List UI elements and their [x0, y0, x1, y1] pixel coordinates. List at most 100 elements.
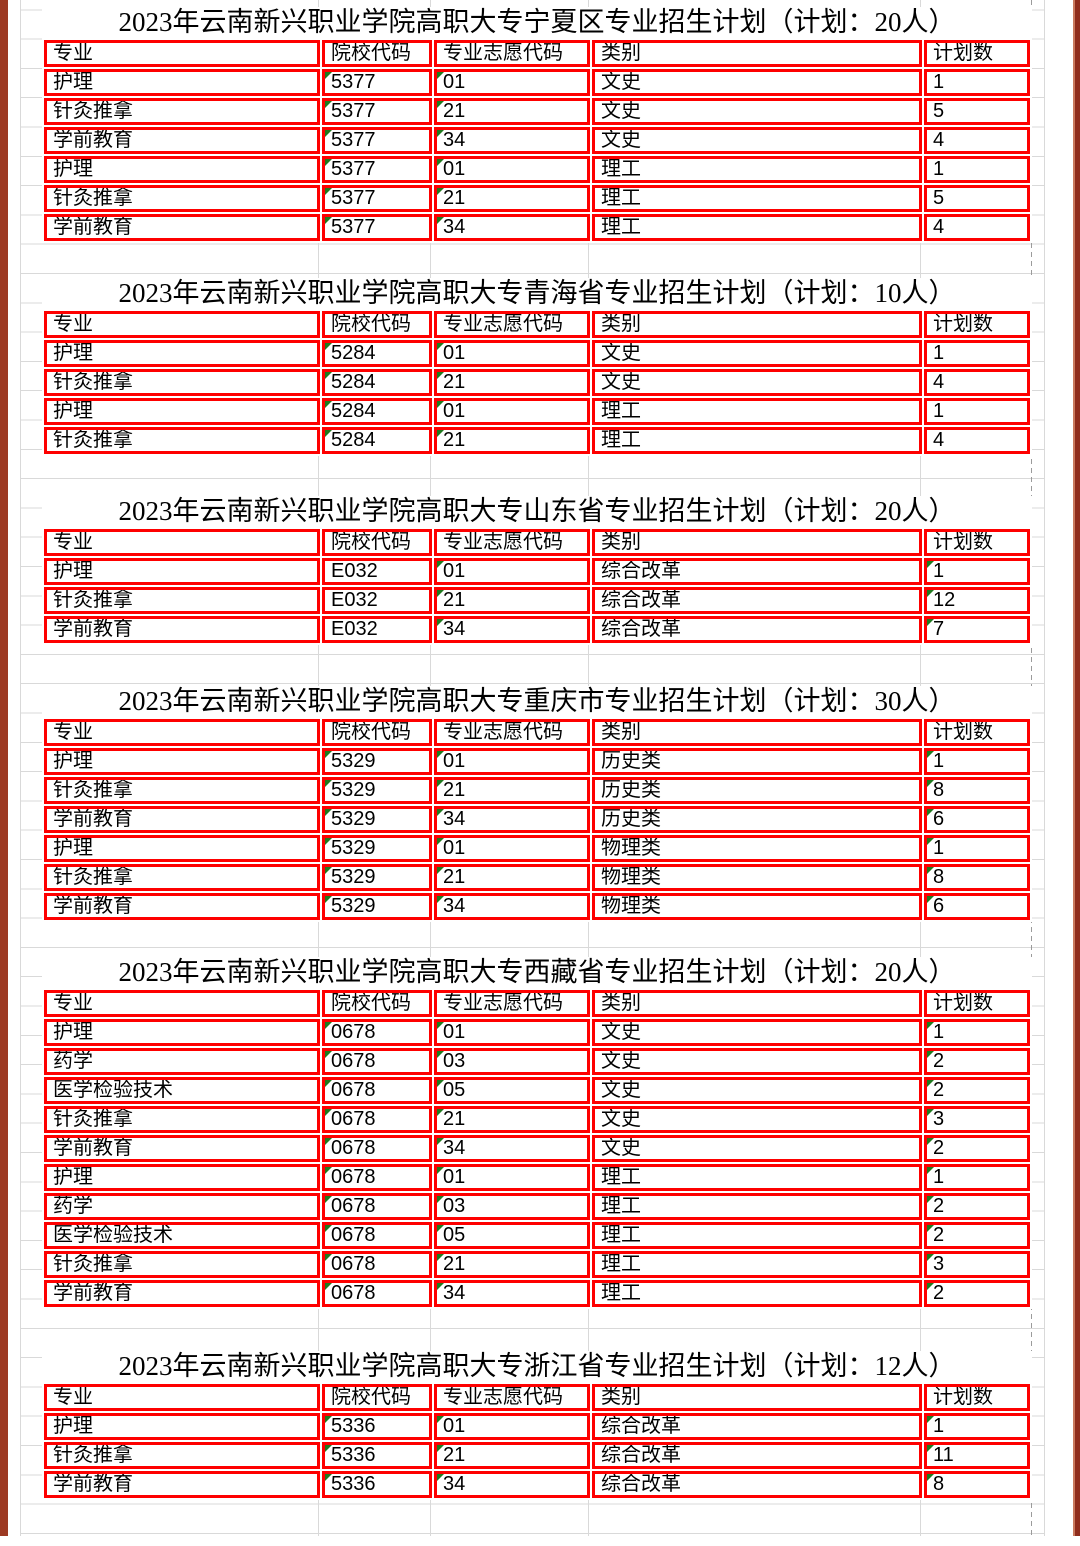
college-code-cell[interactable]: 0678 — [322, 1193, 432, 1220]
column-header[interactable]: 院校代码 — [322, 529, 432, 556]
major-cell[interactable]: 学前教育 — [44, 1471, 320, 1498]
table-title[interactable]: 2023年云南新兴职业学院高职大专青海省专业招生计划（计划：10人） — [42, 278, 1032, 309]
college-code-cell[interactable]: 5284 — [322, 340, 432, 367]
table-title[interactable]: 2023年云南新兴职业学院高职大专西藏省专业招生计划（计划：20人） — [42, 957, 1032, 988]
category-cell[interactable]: 综合改革 — [592, 616, 922, 643]
major-choice-code-cell[interactable]: 34 — [434, 806, 590, 833]
major-choice-code-cell[interactable]: 34 — [434, 1135, 590, 1162]
plan-count-cell[interactable]: 1 — [924, 835, 1030, 862]
plan-count-cell[interactable]: 4 — [924, 369, 1030, 396]
major-cell[interactable]: 学前教育 — [44, 1280, 320, 1307]
column-header[interactable]: 院校代码 — [322, 40, 432, 67]
major-cell[interactable]: 护理 — [44, 835, 320, 862]
column-header[interactable]: 专业 — [44, 311, 320, 338]
column-header[interactable]: 专业 — [44, 719, 320, 746]
major-cell[interactable]: 药学 — [44, 1048, 320, 1075]
major-choice-code-cell[interactable]: 34 — [434, 1280, 590, 1307]
major-cell[interactable]: 学前教育 — [44, 1135, 320, 1162]
college-code-cell[interactable]: 5377 — [322, 156, 432, 183]
plan-count-cell[interactable]: 1 — [924, 340, 1030, 367]
major-choice-code-cell[interactable]: 01 — [434, 69, 590, 96]
major-choice-code-cell[interactable]: 34 — [434, 1471, 590, 1498]
category-cell[interactable]: 历史类 — [592, 806, 922, 833]
college-code-cell[interactable]: E032 — [322, 616, 432, 643]
major-cell[interactable]: 护理 — [44, 558, 320, 585]
major-cell[interactable]: 针灸推拿 — [44, 777, 320, 804]
category-cell[interactable]: 文史 — [592, 1135, 922, 1162]
major-cell[interactable]: 针灸推拿 — [44, 1251, 320, 1278]
category-cell[interactable]: 综合改革 — [592, 558, 922, 585]
major-cell[interactable]: 针灸推拿 — [44, 427, 320, 454]
major-choice-code-cell[interactable]: 01 — [434, 340, 590, 367]
column-header[interactable]: 类别 — [592, 1384, 922, 1411]
plan-count-cell[interactable]: 7 — [924, 616, 1030, 643]
category-cell[interactable]: 历史类 — [592, 777, 922, 804]
plan-count-cell[interactable]: 11 — [924, 1442, 1030, 1469]
column-header[interactable]: 计划数 — [924, 529, 1030, 556]
category-cell[interactable]: 物理类 — [592, 835, 922, 862]
major-choice-code-cell[interactable]: 03 — [434, 1193, 590, 1220]
plan-count-cell[interactable]: 1 — [924, 748, 1030, 775]
plan-count-cell[interactable]: 3 — [924, 1106, 1030, 1133]
column-header[interactable]: 计划数 — [924, 311, 1030, 338]
column-header[interactable]: 院校代码 — [322, 1384, 432, 1411]
major-cell[interactable]: 针灸推拿 — [44, 369, 320, 396]
table-title[interactable]: 2023年云南新兴职业学院高职大专重庆市专业招生计划（计划：30人） — [42, 686, 1032, 717]
major-choice-code-cell[interactable]: 34 — [434, 616, 590, 643]
plan-count-cell[interactable]: 2 — [924, 1280, 1030, 1307]
college-code-cell[interactable]: 5284 — [322, 398, 432, 425]
category-cell[interactable]: 理工 — [592, 1193, 922, 1220]
college-code-cell[interactable]: 5329 — [322, 748, 432, 775]
plan-count-cell[interactable]: 8 — [924, 777, 1030, 804]
category-cell[interactable]: 文史 — [592, 369, 922, 396]
category-cell[interactable]: 理工 — [592, 185, 922, 212]
plan-count-cell[interactable]: 4 — [924, 127, 1030, 154]
category-cell[interactable]: 理工 — [592, 1222, 922, 1249]
major-choice-code-cell[interactable]: 01 — [434, 1164, 590, 1191]
category-cell[interactable]: 历史类 — [592, 748, 922, 775]
major-cell[interactable]: 学前教育 — [44, 806, 320, 833]
major-choice-code-cell[interactable]: 21 — [434, 587, 590, 614]
major-cell[interactable]: 学前教育 — [44, 616, 320, 643]
plan-count-cell[interactable]: 2 — [924, 1048, 1030, 1075]
college-code-cell[interactable]: 5377 — [322, 214, 432, 241]
major-choice-code-cell[interactable]: 21 — [434, 185, 590, 212]
major-cell[interactable]: 护理 — [44, 1164, 320, 1191]
plan-count-cell[interactable]: 2 — [924, 1222, 1030, 1249]
column-header[interactable]: 专业志愿代码 — [434, 990, 590, 1017]
plan-count-cell[interactable]: 2 — [924, 1135, 1030, 1162]
column-header[interactable]: 计划数 — [924, 40, 1030, 67]
category-cell[interactable]: 理工 — [592, 1164, 922, 1191]
major-cell[interactable]: 护理 — [44, 748, 320, 775]
column-header[interactable]: 类别 — [592, 719, 922, 746]
plan-count-cell[interactable]: 8 — [924, 864, 1030, 891]
column-header[interactable]: 专业 — [44, 529, 320, 556]
college-code-cell[interactable]: 0678 — [322, 1048, 432, 1075]
category-cell[interactable]: 理工 — [592, 427, 922, 454]
major-choice-code-cell[interactable]: 01 — [434, 558, 590, 585]
major-choice-code-cell[interactable]: 05 — [434, 1222, 590, 1249]
column-header[interactable]: 专业志愿代码 — [434, 719, 590, 746]
major-choice-code-cell[interactable]: 21 — [434, 1251, 590, 1278]
table-title[interactable]: 2023年云南新兴职业学院高职大专浙江省专业招生计划（计划：12人） — [42, 1351, 1032, 1382]
major-choice-code-cell[interactable]: 03 — [434, 1048, 590, 1075]
college-code-cell[interactable]: E032 — [322, 558, 432, 585]
major-cell[interactable]: 医学检验技术 — [44, 1077, 320, 1104]
plan-count-cell[interactable]: 4 — [924, 427, 1030, 454]
college-code-cell[interactable]: 5377 — [322, 185, 432, 212]
major-cell[interactable]: 药学 — [44, 1193, 320, 1220]
college-code-cell[interactable]: 5377 — [322, 98, 432, 125]
column-header[interactable]: 专业 — [44, 1384, 320, 1411]
category-cell[interactable]: 文史 — [592, 340, 922, 367]
category-cell[interactable]: 文史 — [592, 1048, 922, 1075]
college-code-cell[interactable]: 5329 — [322, 864, 432, 891]
college-code-cell[interactable]: 5329 — [322, 806, 432, 833]
plan-count-cell[interactable]: 6 — [924, 806, 1030, 833]
college-code-cell[interactable]: 5329 — [322, 835, 432, 862]
major-choice-code-cell[interactable]: 01 — [434, 398, 590, 425]
plan-count-cell[interactable]: 2 — [924, 1193, 1030, 1220]
college-code-cell[interactable]: 0678 — [322, 1164, 432, 1191]
major-cell[interactable]: 针灸推拿 — [44, 864, 320, 891]
category-cell[interactable]: 文史 — [592, 127, 922, 154]
plan-count-cell[interactable]: 12 — [924, 587, 1030, 614]
